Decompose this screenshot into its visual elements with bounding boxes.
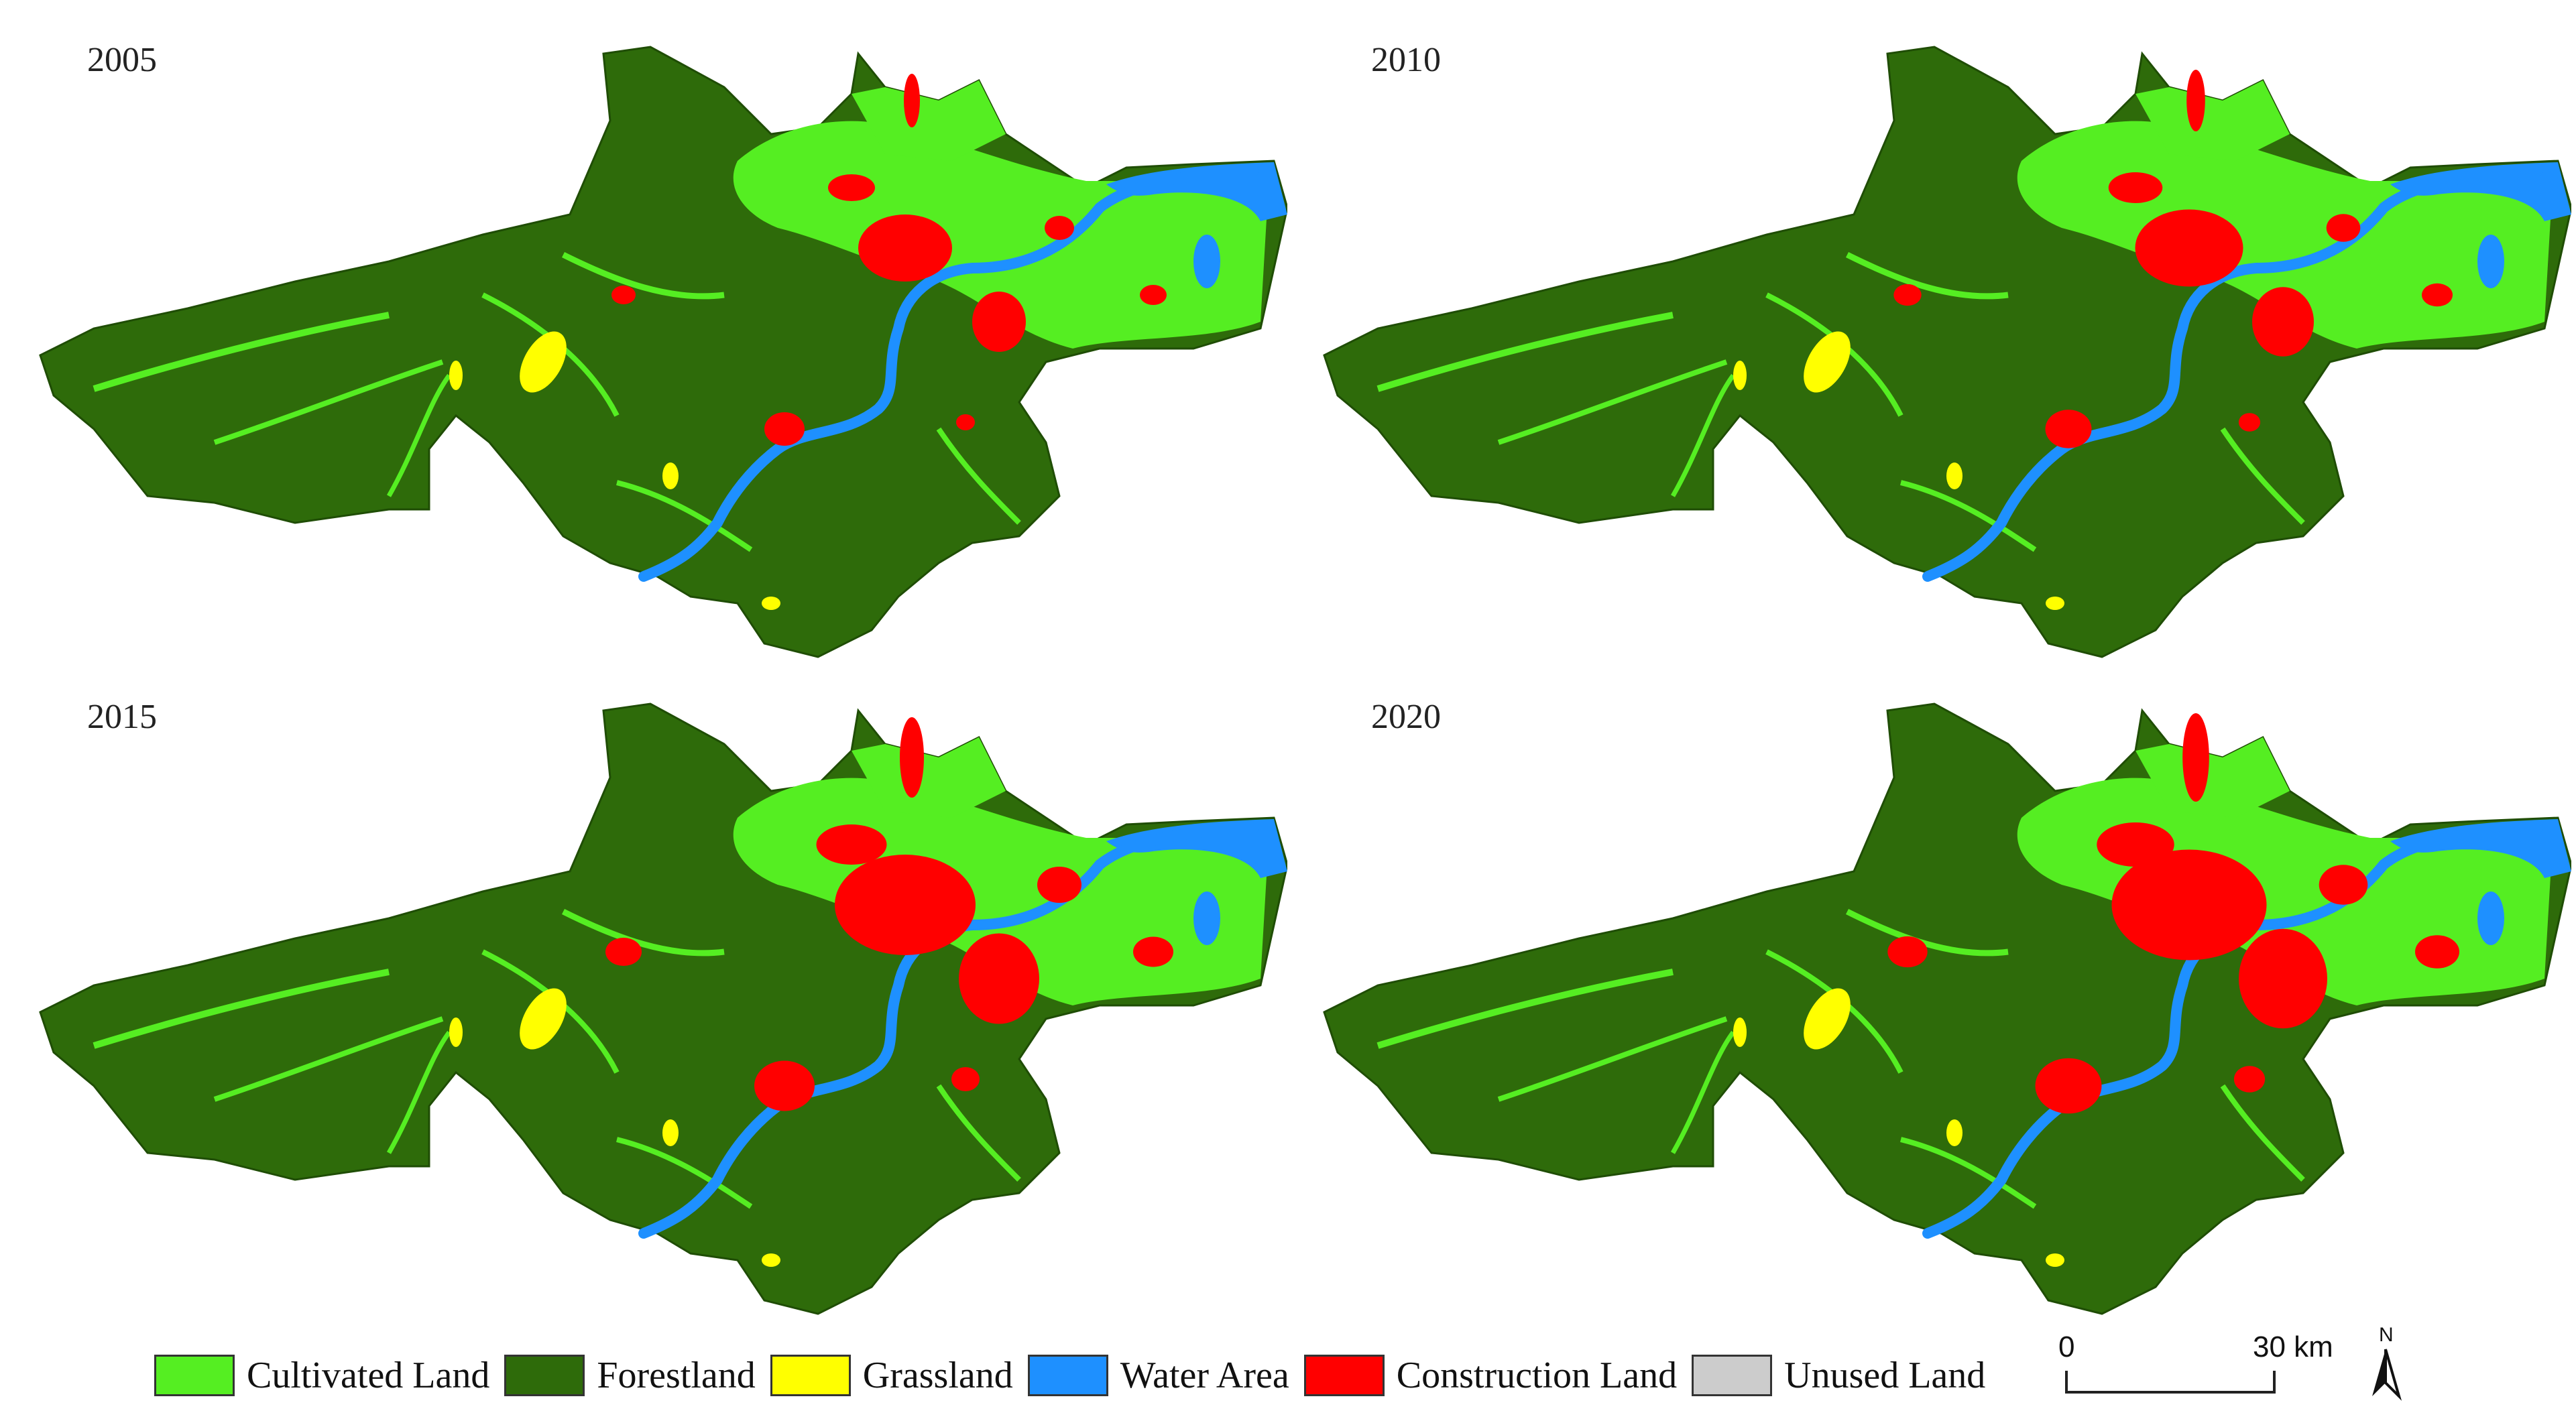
legend-swatch [1692, 1355, 1773, 1396]
legend-label: Grassland [862, 1355, 1013, 1396]
land-use-map [39, 702, 1287, 1315]
legend-label: Cultivated Land [247, 1355, 490, 1396]
panel-year-label: 2020 [1371, 698, 1441, 736]
map-panel-2010: 2010 [1297, 13, 2571, 664]
land-use-map [1323, 46, 2571, 658]
legend-item: Unused Land [1692, 1354, 1985, 1397]
north-label: N [2379, 1324, 2394, 1346]
legend-swatch [770, 1355, 851, 1396]
map-panel-2005: 2005 [13, 13, 1287, 664]
legend-item: Construction Land [1303, 1354, 1678, 1397]
scale-bar-start-label: 0 [2058, 1331, 2075, 1363]
legend-label: Construction Land [1396, 1355, 1678, 1396]
legend-item: Grassland [770, 1354, 1013, 1397]
legend-swatch [504, 1355, 585, 1396]
legend-label: Water Area [1120, 1355, 1289, 1396]
legend-label: Forestland [597, 1355, 756, 1396]
map-panel-2015: 2015 [13, 670, 1287, 1320]
land-use-map [1323, 702, 2571, 1315]
legend-swatch [1303, 1355, 1385, 1396]
scale-bar-line [2065, 1371, 2276, 1394]
legend-item: Forestland [504, 1354, 756, 1397]
map-panel-2020: 2020 [1297, 670, 2571, 1320]
north-arrow-icon: N [2360, 1324, 2414, 1404]
legend-swatch [154, 1355, 235, 1396]
scale-bar-end-label: 30 km [2253, 1331, 2333, 1363]
panel-year-label: 2005 [87, 41, 157, 79]
panel-year-label: 2010 [1371, 41, 1441, 79]
legend-label: Unused Land [1784, 1355, 1986, 1396]
legend-swatch [1027, 1355, 1108, 1396]
legend-item: Water Area [1027, 1354, 1289, 1397]
scale-bar: 0 30 km [2058, 1331, 2340, 1404]
land-use-map [39, 46, 1287, 658]
legend: Cultivated Land Forestland Grassland Water … [154, 1349, 2000, 1402]
legend-item: Cultivated Land [154, 1354, 489, 1397]
panel-year-label: 2015 [87, 698, 157, 736]
